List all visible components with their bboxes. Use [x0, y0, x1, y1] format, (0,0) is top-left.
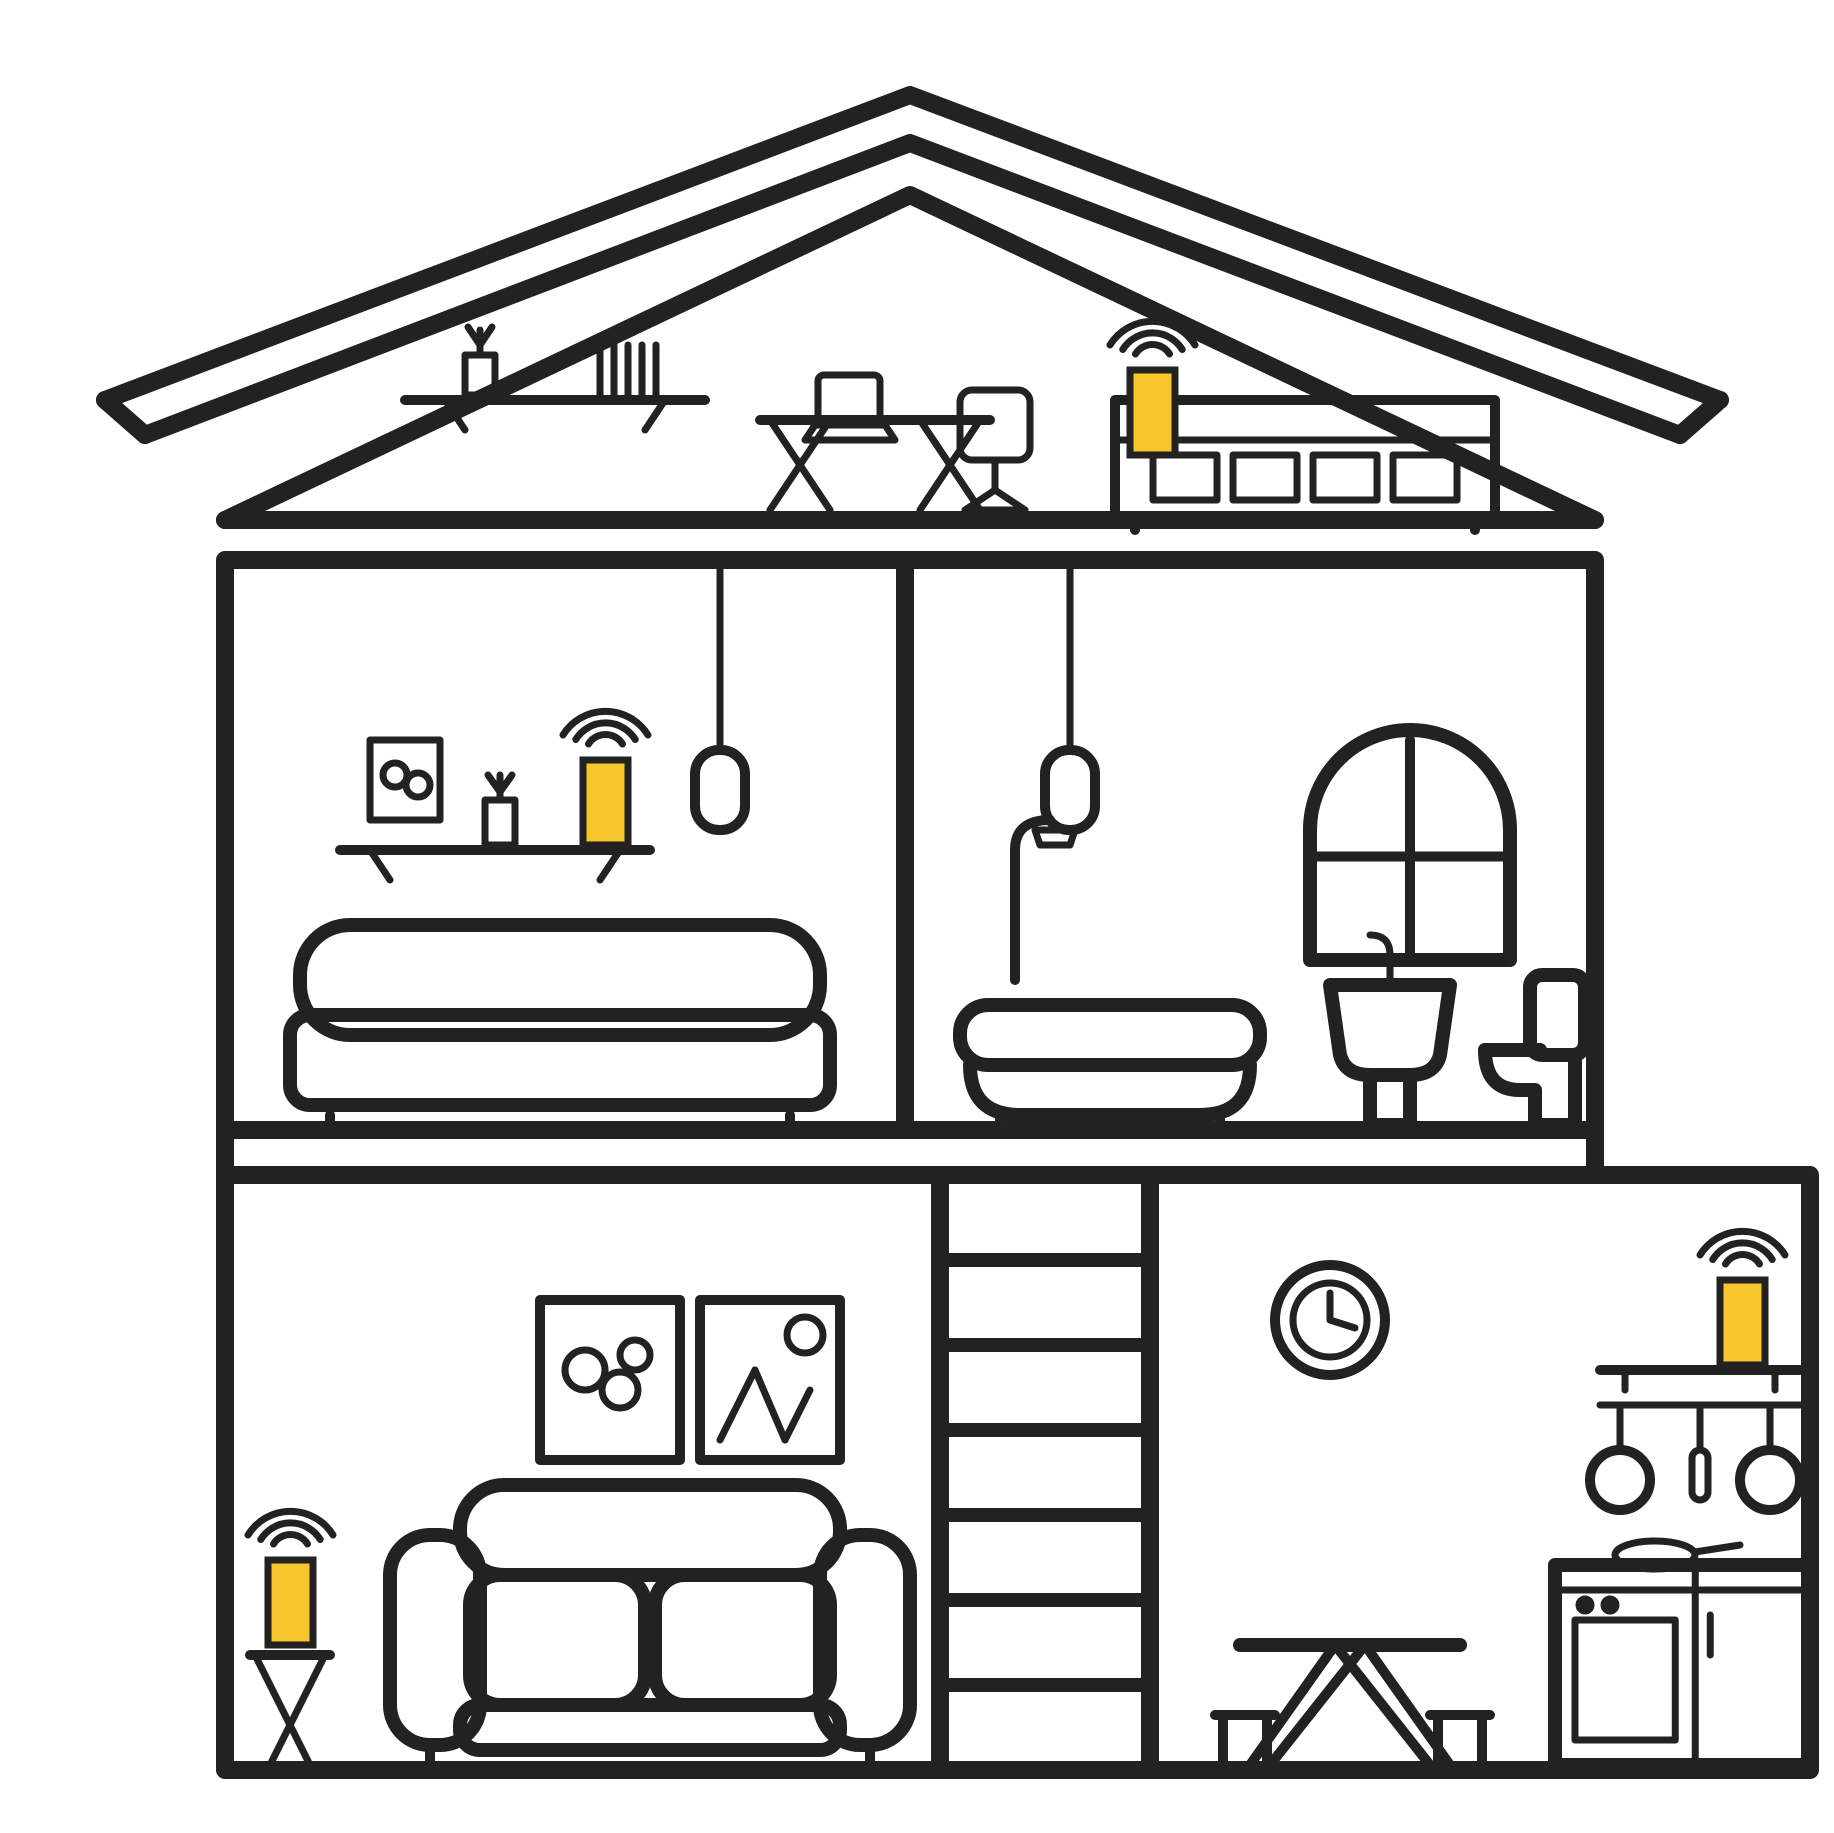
house-diagram — [0, 0, 1834, 1833]
